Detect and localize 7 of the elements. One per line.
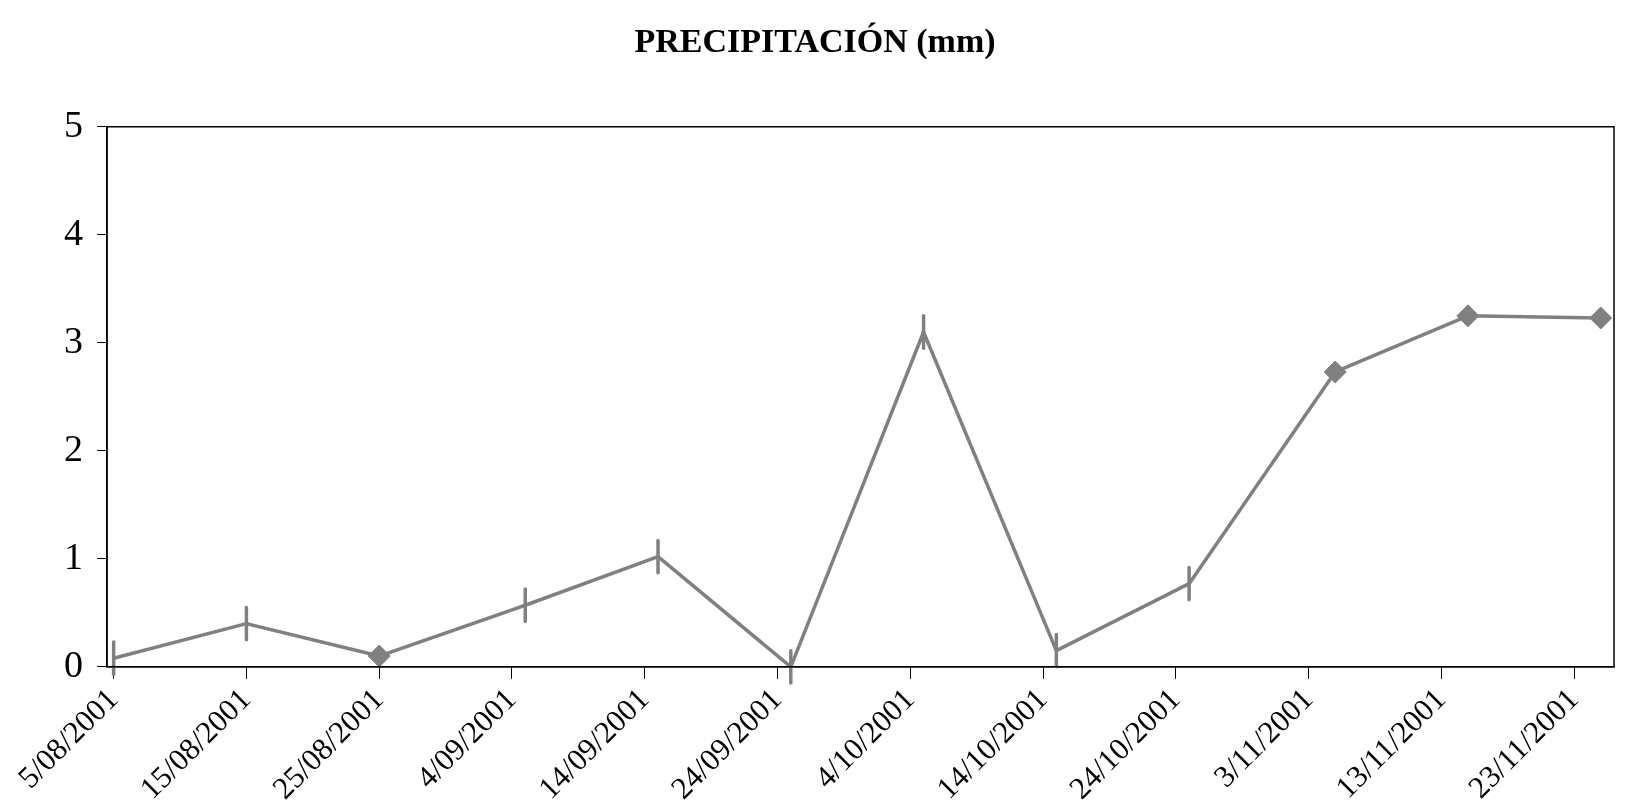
- y-tick-label: 5: [64, 102, 83, 145]
- y-tick-label: 4: [64, 210, 83, 253]
- y-tick-label: 3: [64, 318, 83, 361]
- y-tick-label: 2: [64, 426, 83, 469]
- chart-title: PRECIPITACIÓN (mm): [633, 22, 997, 60]
- y-tick-label: 1: [64, 534, 83, 577]
- y-tick-label: 0: [64, 642, 83, 685]
